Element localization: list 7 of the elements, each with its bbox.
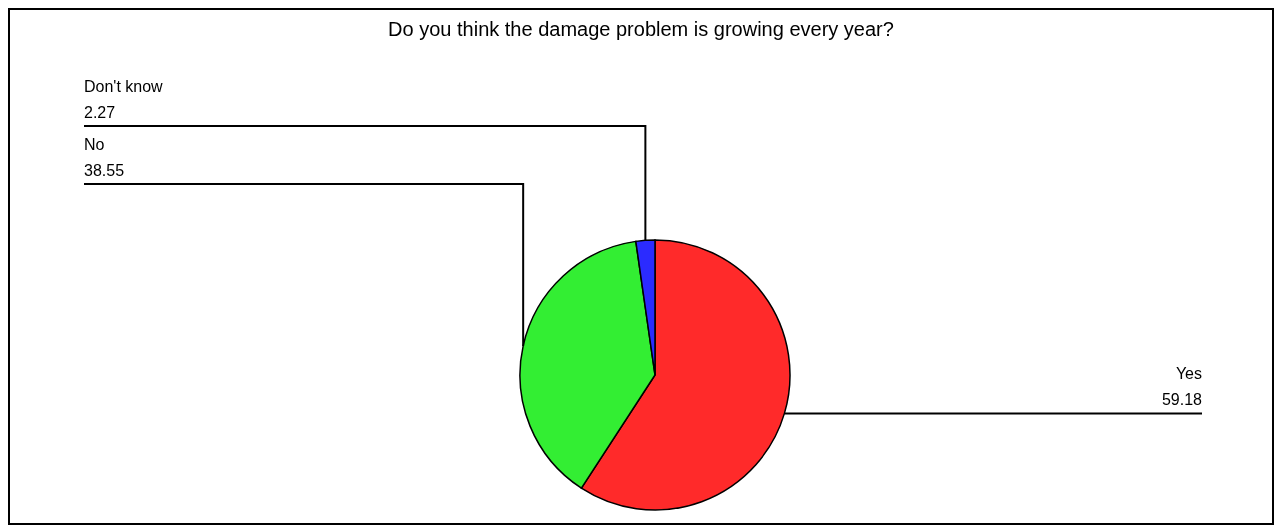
slice-label: Don't know: [84, 78, 164, 95]
data-label: 2.27: [84, 104, 116, 121]
data-label: 38.55: [84, 162, 125, 179]
chart-title: Do you think the damage problem is growing every year?: [387, 18, 895, 41]
slice-label: Yes: [1175, 365, 1202, 383]
data-label: 59.18: [1161, 391, 1203, 409]
slice-label: No: [84, 136, 105, 153]
